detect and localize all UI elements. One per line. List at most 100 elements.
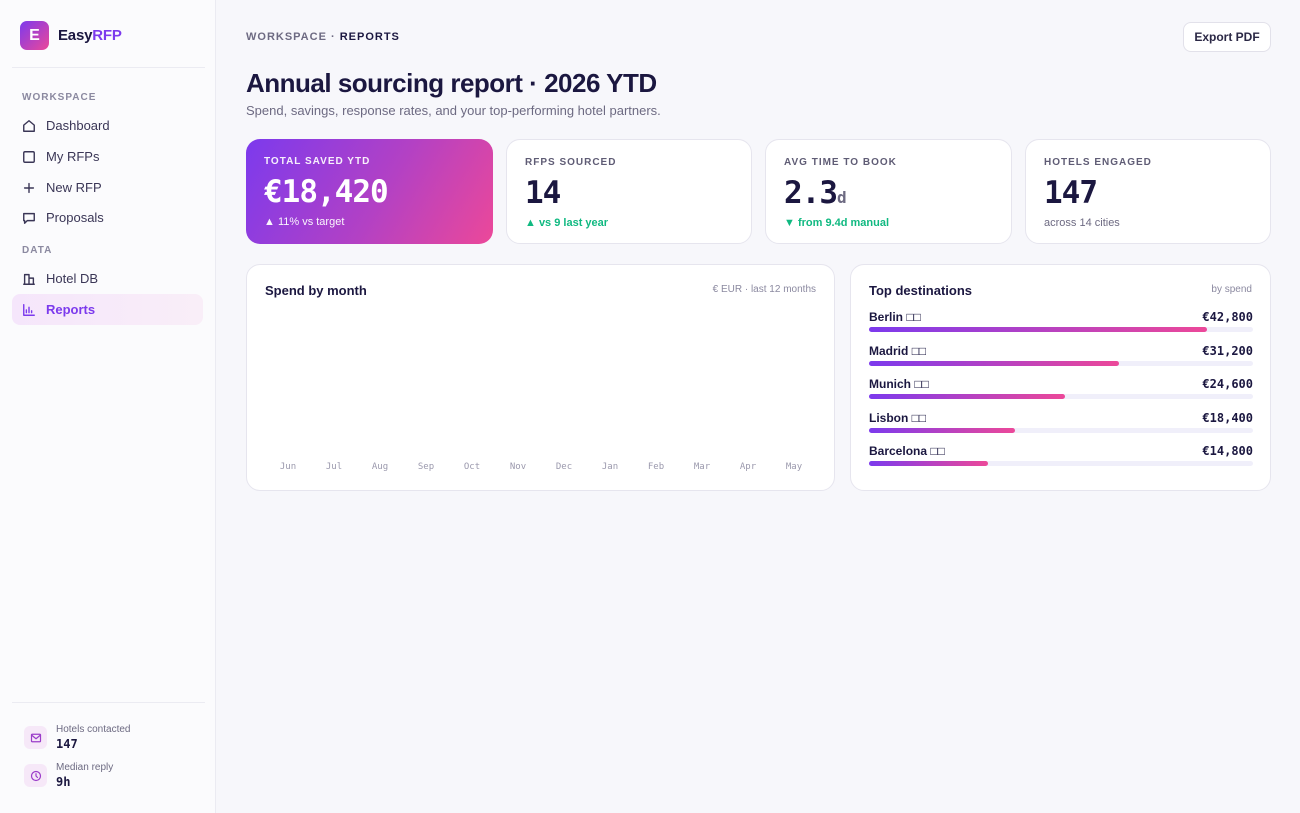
destination-spend: €31,200: [1202, 343, 1253, 358]
month-label: Jan: [601, 462, 619, 472]
page-title: Annual sourcing report · 2026 YTD: [246, 68, 657, 98]
square-icon: [22, 150, 36, 164]
sidebar-divider: [12, 67, 205, 68]
month-axis: Jun Jul Aug Sep Oct Nov Dec Jan Feb Mar Apr May: [265, 462, 817, 474]
panel-meta: by spend: [1211, 284, 1252, 295]
breadcrumb-parent[interactable]: WORKSPACE: [246, 31, 327, 43]
breadcrumb: WORKSPACE · REPORTS: [246, 31, 400, 43]
destination-name: Berlin □□: [869, 310, 921, 324]
spend-bar-track: [869, 327, 1253, 332]
stat-label: Median reply: [56, 762, 114, 773]
kpi-label: HOTELS ENGAGED: [1044, 157, 1152, 168]
kpi-value: 147: [1044, 175, 1098, 211]
kpi-total-saved: TOTAL SAVED YTD €18,420 ▲ 11% vs target: [246, 139, 493, 244]
destination-row: Madrid □□ €31,200: [869, 344, 1253, 374]
kpi-label: AVG TIME TO BOOK: [784, 157, 897, 168]
month-label: Oct: [463, 462, 481, 472]
section-label-data: DATA: [22, 245, 53, 256]
spend-bar-fill: [869, 427, 1015, 433]
destination-city: Barcelona: [869, 444, 928, 458]
stat-label: Hotels contacted: [56, 724, 131, 735]
page-subtitle: Spend, savings, response rates, and your…: [246, 103, 661, 118]
spend-bar-fill: [869, 327, 1207, 332]
sidebar-item-label: New RFP: [46, 180, 102, 195]
kpi-sub: ▼ from 9.4d manual: [784, 217, 890, 229]
logo: E: [20, 21, 49, 50]
spend-bar-fill: [869, 394, 1065, 399]
kpi-value: 14: [525, 175, 561, 211]
destination-name: Barcelona □□: [869, 444, 945, 458]
sidebar-item-label: Hotel DB: [46, 271, 99, 286]
stat-median-reply: Median reply 9h: [24, 762, 113, 789]
export-pdf-button[interactable]: Export PDF: [1183, 22, 1271, 52]
top-destinations-panel: Top destinations by spend Berlin □□ €42,8…: [850, 264, 1271, 491]
destination-city: Lisbon: [869, 410, 909, 425]
home-icon: [22, 119, 36, 133]
kpi-sub: ▲ 11% vs target: [264, 216, 345, 228]
destination-city: Berlin: [869, 310, 904, 324]
sidebar-item-label: Reports: [46, 302, 96, 317]
breadcrumb-current: REPORTS: [339, 31, 400, 43]
sidebar-item-new-rfp[interactable]: New RFP: [12, 172, 203, 203]
sidebar-item-hotel-db[interactable]: Hotel DB: [12, 263, 203, 294]
stat-value: 9h: [56, 775, 71, 789]
kpi-rfps-sourced: RFPS SOURCED 14 ▲ vs 9 last year: [506, 139, 752, 244]
destination-row: Munich □□ €24,600: [869, 377, 1253, 407]
stat-value: 147: [56, 737, 78, 751]
month-label: Mar: [693, 462, 711, 472]
destination-name: Munich □□: [869, 377, 929, 391]
flag-icon: □□: [911, 343, 927, 358]
month-label: May: [785, 462, 803, 472]
destination-spend: €24,600: [1202, 377, 1253, 391]
destination-spend: €42,800: [1202, 310, 1253, 324]
spend-bar-track: [869, 394, 1253, 399]
destination-row: Lisbon □□ €18,400: [869, 411, 1253, 441]
panel-title: Spend by month: [265, 283, 367, 298]
sidebar-item-reports[interactable]: Reports: [12, 294, 203, 325]
kpi-hotels-engaged: HOTELS ENGAGED 147 across 14 cities: [1025, 139, 1271, 244]
flag-icon: □□: [930, 444, 945, 458]
brand-name: EasyRFP: [58, 27, 122, 44]
spend-bar-track: [869, 461, 1253, 466]
destination-city: Munich: [869, 377, 911, 391]
brand-name-part2: RFP: [92, 27, 122, 44]
kpi-sub: across 14 cities: [1044, 217, 1120, 229]
kpi-value-number: 2.3: [784, 175, 838, 211]
spend-bar-fill: [869, 461, 988, 466]
month-label: Aug: [371, 462, 389, 472]
kpi-label: RFPS SOURCED: [525, 157, 617, 168]
kpi-sub: ▲ vs 9 last year: [525, 217, 609, 229]
kpi-label: TOTAL SAVED YTD: [264, 156, 371, 167]
kpi-value-unit: d: [837, 188, 847, 207]
panel-meta: € EUR · last 12 months: [712, 284, 816, 295]
spend-by-month-panel: Spend by month € EUR · last 12 months Ju…: [246, 264, 835, 491]
building-icon: [22, 272, 36, 286]
kpi-value: €18,420: [264, 174, 389, 210]
month-label: Apr: [739, 462, 757, 472]
sidebar-item-dashboard[interactable]: Dashboard: [12, 110, 203, 141]
destination-spend: €18,400: [1202, 410, 1253, 425]
sidebar-item-proposals[interactable]: Proposals: [12, 202, 203, 233]
month-label: Sep: [417, 462, 435, 472]
bar-chart-icon: [22, 303, 36, 317]
stat-hotels-contacted: Hotels contacted 147: [24, 724, 131, 751]
sidebar-divider-bottom: [12, 702, 205, 703]
sidebar: E EasyRFP WORKSPACE Dashboard My RFPs Ne…: [0, 0, 216, 813]
sidebar-item-label: My RFPs: [46, 149, 100, 164]
flag-icon: □□: [911, 410, 927, 425]
kpi-value: 2.3d: [784, 175, 993, 211]
sidebar-item-label: Dashboard: [46, 118, 110, 133]
section-label-workspace: WORKSPACE: [22, 92, 97, 103]
clock-icon: [24, 764, 47, 787]
destination-name: Lisbon □□: [869, 411, 926, 425]
plus-icon: [22, 181, 36, 195]
destination-city: Madrid: [869, 343, 909, 358]
spend-bar-track: [869, 427, 1253, 433]
sidebar-item-my-rfps[interactable]: My RFPs: [12, 141, 203, 172]
panel-title: Top destinations: [869, 283, 973, 298]
brand[interactable]: E EasyRFP: [20, 21, 122, 50]
chat-icon: [22, 211, 36, 225]
destination-name: Madrid □□: [869, 344, 926, 358]
kpi-avg-time: AVG TIME TO BOOK 2.3d ▼ from 9.4d manual: [765, 139, 1012, 244]
breadcrumb-separator: ·: [326, 31, 340, 43]
